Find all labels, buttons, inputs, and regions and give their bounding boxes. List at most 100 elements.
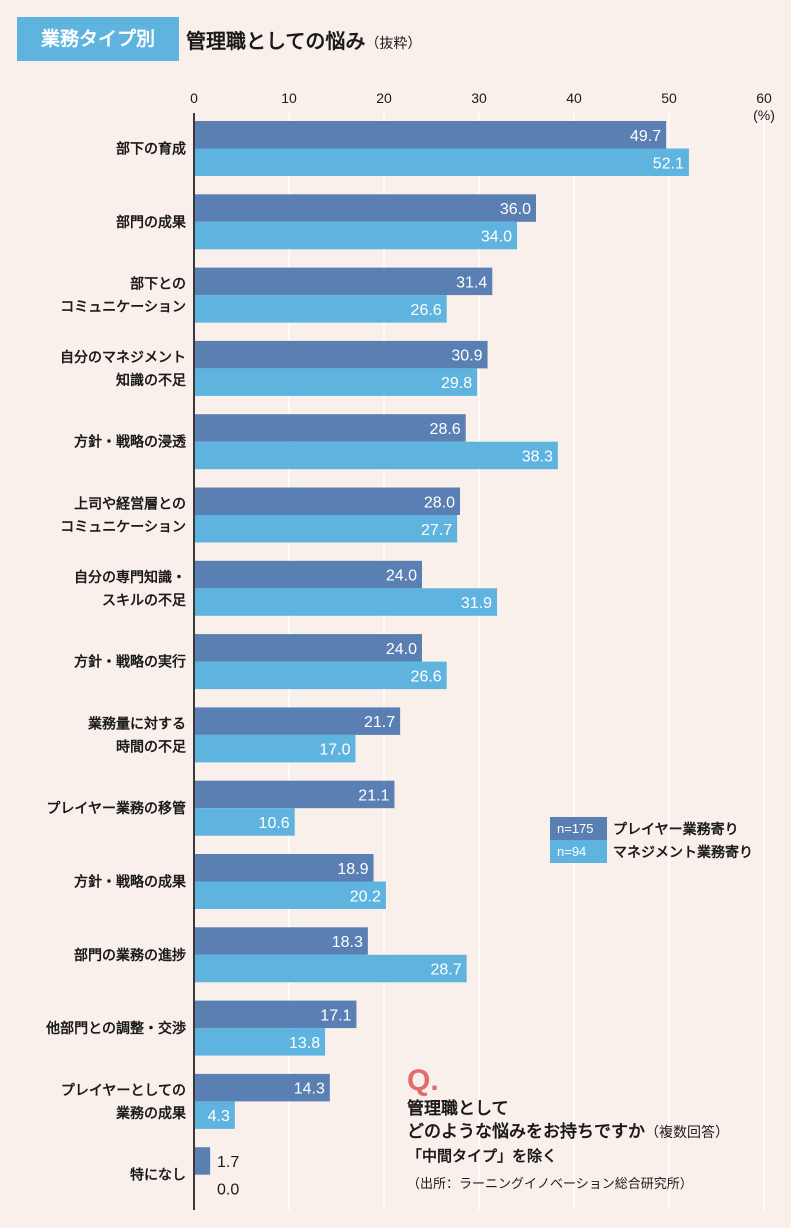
x-tick-label: 30	[471, 90, 487, 106]
legend-item-management: n=94 マネジメント業務寄り	[550, 840, 753, 863]
bar-player	[194, 414, 466, 442]
data-label: 28.0	[424, 494, 455, 511]
bar-player	[194, 560, 422, 589]
category-label: 他部門との調整・交渉	[45, 1020, 186, 1037]
category-label: 部下の育成	[116, 141, 186, 158]
data-label: 13.8	[289, 1035, 320, 1052]
bar-management	[194, 661, 447, 690]
data-label: 49.7	[630, 128, 661, 145]
category-label: 知識の不足	[116, 372, 187, 389]
data-label: 38.3	[522, 448, 553, 465]
data-label: 34.0	[481, 229, 512, 246]
legend: n=175 プレイヤー業務寄り n=94 マネジメント業務寄り	[550, 817, 753, 863]
data-label: 30.9	[451, 348, 482, 365]
data-label: 17.1	[320, 1007, 351, 1024]
question-line-3: 「中間タイプ」を除く	[407, 1147, 558, 1165]
bar-management	[194, 221, 517, 250]
bar-management	[194, 881, 386, 909]
question-box: Q. 管理職として どのような悩みをお持ちですか（複数回答） 「中間タイプ」を除…	[407, 1064, 729, 1192]
category-label: コミュニケーション	[60, 520, 186, 536]
bar-player	[194, 854, 374, 882]
chart-title-suffix: （抜粋）	[365, 36, 422, 52]
data-label: 28.6	[430, 421, 461, 438]
category-label: 業務の成果	[115, 1105, 187, 1122]
legend-swatch-management: n=94	[550, 840, 607, 863]
question-note: （複数回答）	[645, 1125, 729, 1141]
bar-player	[194, 1073, 330, 1102]
data-label: 29.8	[441, 375, 472, 392]
data-label: 31.4	[456, 274, 487, 291]
bar-player	[194, 121, 667, 149]
bar-management	[194, 734, 356, 763]
bar-management	[194, 808, 295, 836]
data-label: 18.9	[337, 861, 368, 878]
category-label: 部門の業務の進捗	[74, 947, 186, 964]
bar-player	[194, 194, 536, 222]
x-tick-label: 40	[566, 90, 582, 106]
data-label: 27.7	[421, 522, 452, 539]
data-label: 31.9	[461, 595, 492, 612]
legend-label-management: マネジメント業務寄り	[613, 844, 753, 861]
data-label: 1.7	[217, 1154, 239, 1171]
category-label: 方針・戦略の浸透	[74, 434, 187, 451]
data-label: 17.0	[319, 742, 350, 759]
x-tick-label: 0	[190, 90, 198, 106]
category-label: コミュニケーション	[60, 300, 186, 316]
category-label: 方針・戦略の実行	[74, 654, 186, 671]
category-label: 部門の成果	[116, 214, 187, 231]
data-label: 21.1	[358, 787, 389, 804]
category-label: プレイヤーとしての	[61, 1083, 186, 1099]
data-label: 36.0	[500, 201, 531, 218]
x-unit-label: (%)	[753, 107, 775, 123]
data-label: 26.6	[411, 668, 442, 685]
question-text: どのような悩みをお持ちですか	[407, 1122, 645, 1142]
category-label: 時間の不足	[116, 738, 187, 755]
question-mark: Q.	[407, 1064, 439, 1097]
bar-player	[194, 487, 460, 515]
bar-management	[194, 368, 478, 396]
x-tick-label: 10	[281, 90, 297, 106]
question-line-1: 管理職として	[407, 1099, 509, 1119]
bar-player	[194, 340, 488, 369]
x-tick-label: 60	[756, 90, 772, 106]
bar-player	[194, 707, 401, 735]
category-label: 自分の専門知識・	[74, 569, 186, 586]
bar-player	[194, 267, 493, 296]
data-label: 52.1	[653, 155, 684, 172]
data-label: 28.7	[431, 962, 462, 979]
data-label: 0.0	[217, 1181, 239, 1198]
category-label: スキルの不足	[102, 593, 187, 609]
bar-management	[194, 515, 458, 543]
data-label: 21.7	[364, 714, 395, 731]
category-label: プレイヤー業務の移管	[46, 800, 186, 817]
category-label: 業務量に対する	[87, 715, 186, 732]
data-label: 10.6	[259, 815, 290, 832]
bar-management	[194, 588, 498, 616]
bar-player	[194, 634, 422, 662]
bar-management	[194, 148, 689, 176]
bar-player	[194, 1147, 211, 1175]
data-label: 14.3	[294, 1081, 325, 1098]
category-label: 上司や経営層との	[74, 496, 186, 513]
category-tag: 業務タイプ別	[17, 17, 179, 61]
bar-player	[194, 780, 395, 809]
bar-management	[194, 1101, 235, 1129]
bar-management	[194, 441, 558, 470]
question-line-2: どのような悩みをお持ちですか（複数回答）	[407, 1121, 729, 1145]
bar-player	[194, 927, 368, 955]
data-label: 26.6	[411, 302, 442, 319]
source-note: （出所：ラーニングイノベーション総合研究所）	[407, 1177, 693, 1192]
data-label: 24.0	[386, 568, 417, 585]
bar-player	[194, 1000, 357, 1029]
category-label: 特になし	[130, 1167, 186, 1184]
legend-item-player: n=175 プレイヤー業務寄り	[550, 817, 753, 840]
data-label: 4.3	[208, 1108, 230, 1125]
data-label: 24.0	[386, 641, 417, 658]
chart-title: 管理職としての悩み（抜粋）	[186, 25, 421, 54]
category-label: 部下との	[130, 276, 186, 293]
category-label: 自分のマネジメント	[60, 349, 186, 366]
x-tick-label: 50	[661, 90, 677, 106]
chart-title-main: 管理職としての悩み	[186, 29, 366, 53]
x-tick-label: 20	[376, 90, 392, 106]
